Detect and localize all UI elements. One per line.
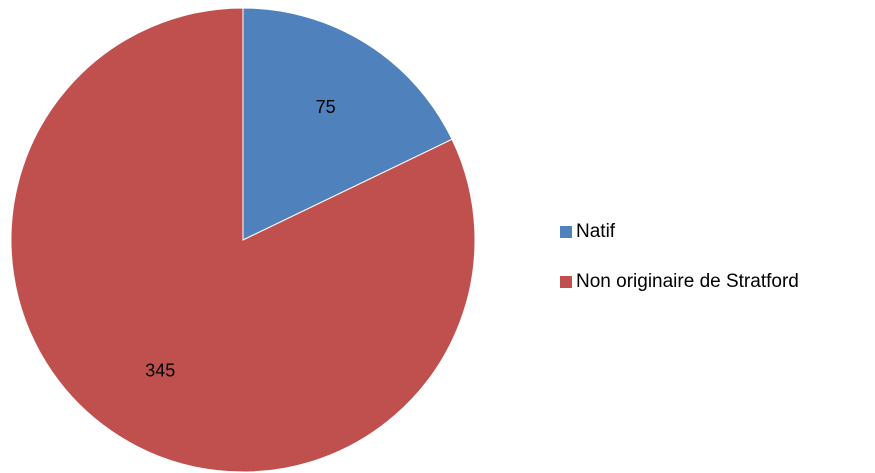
data-label-1: 75 xyxy=(316,97,336,117)
data-label-2: 345 xyxy=(145,360,175,380)
legend-label-2: Non originaire de Stratford xyxy=(576,271,799,292)
legend-swatch-2 xyxy=(560,276,572,288)
data-labels: 75 345 xyxy=(145,97,335,380)
legend-label-1: Natif xyxy=(576,221,616,242)
legend-swatch-1 xyxy=(560,226,572,238)
pie-slices xyxy=(10,7,476,473)
pie-slice-1 xyxy=(242,7,453,241)
legend: Natif Non originaire de Stratford xyxy=(560,221,799,292)
pie-slice-2 xyxy=(10,7,476,473)
